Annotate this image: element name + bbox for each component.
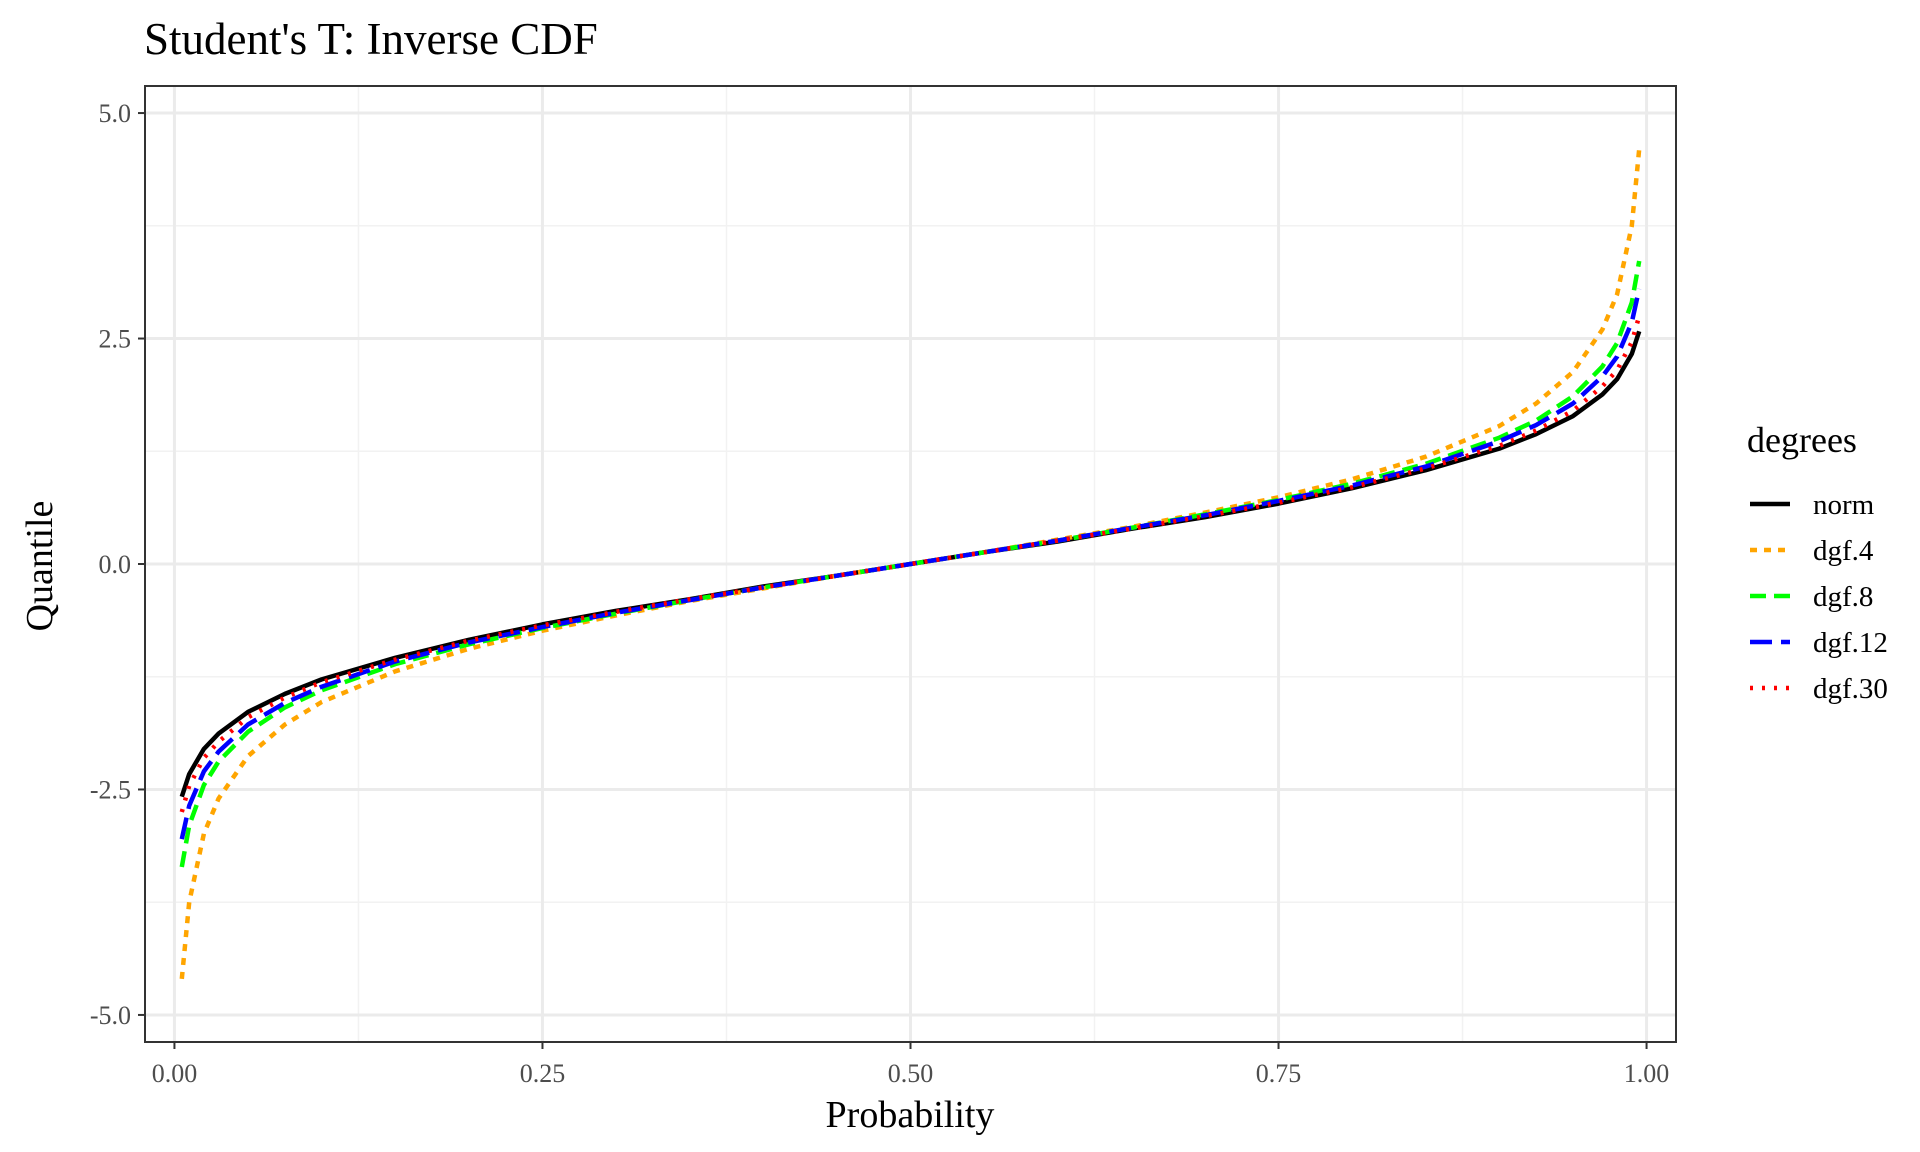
legend-label-dgf-4: dgf.4 bbox=[1813, 535, 1874, 567]
x-tick-label: 0.75 bbox=[1256, 1059, 1302, 1088]
x-tick-label: 0.50 bbox=[888, 1059, 934, 1088]
legend-label-dgf-30: dgf.30 bbox=[1813, 673, 1888, 705]
x-axis-title: Probability bbox=[826, 1094, 995, 1136]
y-tick-label: -5.0 bbox=[90, 1001, 131, 1030]
series-line-dgf-30 bbox=[179, 315, 1642, 813]
y-tick-label: 0.0 bbox=[99, 550, 132, 579]
series-line-dgf-4 bbox=[179, 148, 1642, 980]
legend-label-dgf-12: dgf.12 bbox=[1813, 627, 1888, 659]
legend-label-dgf-8: dgf.8 bbox=[1813, 581, 1873, 613]
legend: degrees norm dgf.4 dgf.8 dgf.12 dgf.30 bbox=[1747, 420, 1888, 705]
x-tick-label: 0.00 bbox=[152, 1059, 198, 1088]
y-axis-title: Quantile bbox=[19, 501, 61, 632]
x-tick-label: 0.25 bbox=[520, 1059, 566, 1088]
series-line-dgf-12 bbox=[179, 288, 1642, 840]
legend-label-norm: norm bbox=[1813, 489, 1875, 521]
y-tick-label: 2.5 bbox=[99, 325, 132, 354]
y-tick-label: -2.5 bbox=[90, 775, 131, 804]
y-tick-label: 5.0 bbox=[99, 99, 132, 128]
x-tick-label: 1.00 bbox=[1624, 1059, 1670, 1088]
chart-title: Student's T: Inverse CDF bbox=[144, 14, 598, 64]
legend-title: degrees bbox=[1747, 420, 1857, 460]
